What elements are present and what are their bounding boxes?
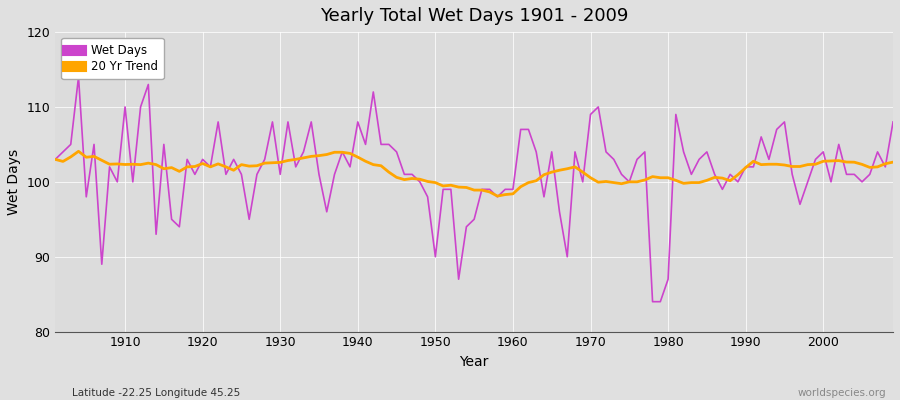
Text: worldspecies.org: worldspecies.org — [798, 388, 886, 398]
20 Yr Trend — [516, 184, 526, 189]
Text: Latitude -22.25 Longitude 45.25: Latitude -22.25 Longitude 45.25 — [72, 388, 240, 398]
20 Yr Trend — [616, 181, 627, 186]
20 Yr Trend — [73, 149, 84, 154]
Wet Days — [887, 120, 898, 124]
Legend: Wet Days, 20 Yr Trend: Wet Days, 20 Yr Trend — [61, 38, 164, 79]
Title: Yearly Total Wet Days 1901 - 2009: Yearly Total Wet Days 1901 - 2009 — [320, 7, 628, 25]
Wet Days — [120, 104, 130, 109]
20 Yr Trend — [523, 180, 534, 185]
Wet Days — [337, 150, 347, 154]
Wet Days — [516, 127, 526, 132]
20 Yr Trend — [887, 160, 898, 164]
20 Yr Trend — [50, 157, 60, 162]
Wet Days — [73, 74, 84, 79]
Wet Days — [50, 157, 60, 162]
Wet Days — [508, 187, 518, 192]
X-axis label: Year: Year — [460, 355, 489, 369]
Wet Days — [647, 299, 658, 304]
Y-axis label: Wet Days: Wet Days — [7, 149, 21, 215]
20 Yr Trend — [492, 194, 503, 198]
20 Yr Trend — [337, 150, 347, 155]
20 Yr Trend — [120, 162, 130, 167]
20 Yr Trend — [291, 157, 302, 162]
Wet Days — [608, 157, 619, 162]
Line: Wet Days: Wet Days — [55, 77, 893, 302]
Wet Days — [291, 164, 302, 169]
Line: 20 Yr Trend: 20 Yr Trend — [55, 151, 893, 196]
